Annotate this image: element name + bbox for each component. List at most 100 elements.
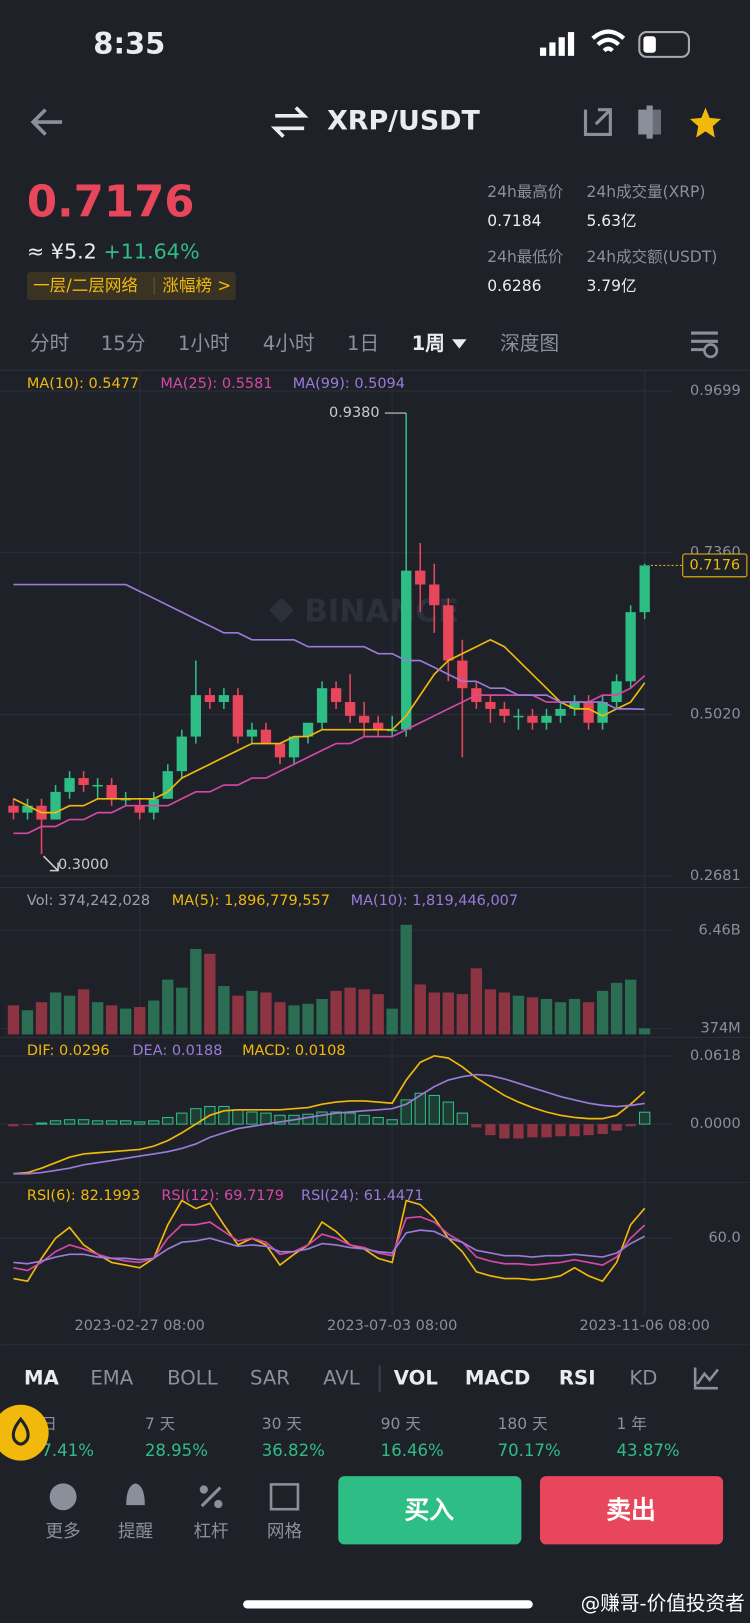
action-label[interactable]: 提醒 xyxy=(118,1522,153,1542)
period-change: 16.46% xyxy=(381,1441,444,1460)
candle-body xyxy=(22,805,33,813)
indicator-tab[interactable]: AVL xyxy=(323,1366,360,1389)
macd-bar xyxy=(456,1112,469,1125)
macd-bar xyxy=(414,1092,426,1125)
interval-tab[interactable]: 1日 xyxy=(347,332,379,355)
action-label[interactable]: 网格 xyxy=(267,1522,303,1542)
candle-body xyxy=(162,771,173,799)
legend-entry: RSI(24): 61.4471 xyxy=(301,1188,424,1204)
sell-button[interactable] xyxy=(539,1476,724,1545)
volume-bar xyxy=(288,1005,300,1035)
period-label: 1 年 xyxy=(617,1415,647,1433)
macd-bar xyxy=(611,1124,622,1131)
back-button[interactable] xyxy=(30,108,63,136)
interval-tab[interactable]: 1周 xyxy=(412,332,445,355)
favorite-star[interactable] xyxy=(689,107,722,138)
layout-icon[interactable] xyxy=(638,105,662,139)
candle-body xyxy=(50,791,61,820)
volume-bar xyxy=(624,979,637,1035)
indicator-tab[interactable]: EMA xyxy=(90,1366,133,1389)
volume-bar xyxy=(176,987,188,1035)
indicator-tab[interactable]: SAR xyxy=(250,1366,290,1389)
stat-label: 24h成交量(XRP) xyxy=(587,183,706,201)
indicator-tab[interactable]: BOLL xyxy=(167,1366,218,1389)
macd-bar xyxy=(471,1124,482,1128)
volume-bar xyxy=(119,1008,132,1035)
indicator-line xyxy=(13,638,646,814)
volume-bar xyxy=(35,1002,48,1035)
volume-bar xyxy=(316,998,328,1035)
candle-body xyxy=(415,570,426,585)
y-tick-label: 60.0 xyxy=(708,1230,740,1246)
interval-tab[interactable]: 4小时 xyxy=(263,332,315,355)
x-tick-label: 2023-07-03 08:00 xyxy=(327,1318,457,1334)
interval-tab[interactable]: 15分 xyxy=(101,332,146,355)
stat-label: 24h成交额(USDT) xyxy=(587,248,718,266)
tag-box[interactable] xyxy=(26,272,236,300)
candle-body xyxy=(457,660,468,689)
interval-tab[interactable]: 分时 xyxy=(30,332,69,355)
swap-icon[interactable] xyxy=(270,106,309,138)
sell-label[interactable]: 卖出 xyxy=(606,1495,656,1524)
stat-value: 3.79亿 xyxy=(587,277,637,295)
indicator-line xyxy=(13,1229,646,1265)
change-percent: +11.64% xyxy=(103,239,199,263)
indicator-tab[interactable]: KD xyxy=(629,1366,657,1389)
candle-body xyxy=(527,715,538,723)
y-tick-label: 6.46B xyxy=(699,922,741,938)
volume-bar xyxy=(232,995,244,1035)
indicator-tab[interactable]: MACD xyxy=(465,1366,530,1389)
x-tick-label: 2023-11-06 08:00 xyxy=(579,1318,709,1334)
chart-settings-gear[interactable] xyxy=(703,343,719,359)
macd-bar xyxy=(49,1120,62,1125)
candle-body xyxy=(190,695,201,737)
indicator-tab[interactable]: RSI xyxy=(559,1366,596,1389)
macd-bar xyxy=(8,1124,19,1127)
candle-body xyxy=(485,702,496,709)
macd-bar xyxy=(63,1119,76,1125)
status-time: 8:35 xyxy=(93,27,165,61)
indicator-tab[interactable]: MA xyxy=(24,1366,60,1389)
buy-button[interactable] xyxy=(338,1476,522,1545)
candle-body xyxy=(106,784,117,799)
y-tick-label: 0.0618 xyxy=(690,1048,741,1064)
floating-button-icon xyxy=(11,1416,30,1446)
candle-body xyxy=(569,702,580,709)
candle-body xyxy=(625,612,636,682)
interval-tab[interactable]: 深度图 xyxy=(500,332,559,355)
macd-bar xyxy=(527,1124,538,1138)
tag[interactable]: 涨幅榜 > xyxy=(162,276,231,295)
buy-label[interactable]: 买入 xyxy=(404,1495,454,1524)
action-label[interactable]: 更多 xyxy=(46,1522,81,1542)
candle-body xyxy=(246,729,258,737)
chart-settings-icon[interactable] xyxy=(691,331,718,352)
candle-body xyxy=(64,778,75,792)
share-icon[interactable] xyxy=(583,108,612,137)
period-change: 36.82% xyxy=(262,1441,325,1460)
tag[interactable]: 一层/二层网络 xyxy=(33,276,138,295)
action-label[interactable]: 杠杆 xyxy=(193,1522,228,1542)
legend-entry: MACD: 0.0108 xyxy=(242,1043,345,1059)
interval-tab[interactable]: 1小时 xyxy=(178,332,230,355)
macd-bar xyxy=(134,1121,146,1125)
candle-body xyxy=(316,688,328,723)
volume-bar xyxy=(498,992,511,1035)
volume-bar xyxy=(386,1008,398,1035)
signal-icon xyxy=(539,32,575,56)
battery-level xyxy=(643,36,656,53)
legend-entry: RSI(12): 69.7179 xyxy=(161,1188,284,1204)
legend-entry: RSI(6): 82.1993 xyxy=(27,1188,140,1204)
candle-body xyxy=(597,702,608,723)
volume-bar xyxy=(554,1002,567,1035)
floating-button[interactable] xyxy=(0,1404,49,1461)
candle-body xyxy=(358,715,370,723)
candle-body xyxy=(134,805,145,813)
macd-bar xyxy=(176,1112,188,1125)
candle-body xyxy=(288,736,300,758)
indicator-tab[interactable]: VOL xyxy=(394,1366,438,1389)
candle-body xyxy=(541,715,552,723)
period-label: 7 天 xyxy=(145,1415,175,1433)
pair-title[interactable]: XRP/USDT xyxy=(327,106,480,137)
drawing-tool-icon[interactable] xyxy=(693,1367,719,1390)
period-change: 43.87% xyxy=(617,1441,680,1460)
